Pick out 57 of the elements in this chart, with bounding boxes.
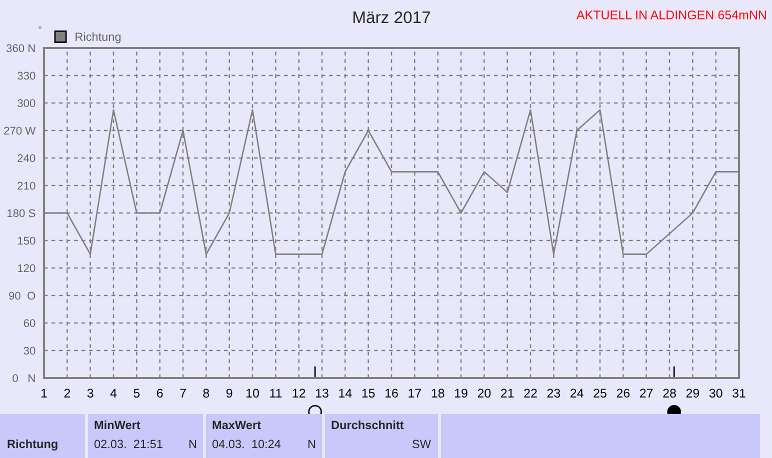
- x-tick-label: 9: [226, 388, 232, 398]
- x-tick-label: 29: [686, 388, 700, 398]
- y-tick-label: 0 N: [12, 374, 35, 382]
- text: Richtung: [8, 439, 58, 451]
- x-tick-label: 24: [570, 388, 584, 398]
- x-tick-label: 14: [339, 388, 352, 398]
- chart-title: März 2017: [354, 11, 430, 24]
- x-tick-label: 3: [87, 388, 94, 398]
- x-tick-label: 1: [41, 388, 47, 398]
- text: 02.03. 21:51: [94, 440, 162, 448]
- y-axis-title: °: [38, 26, 42, 29]
- y-tick-label: 30: [24, 346, 36, 355]
- x-tick-label: 2: [64, 388, 70, 398]
- y-tick-label: 150: [18, 236, 36, 245]
- y-tick-label: 360 N: [6, 44, 35, 52]
- x-tick-label: 21: [501, 388, 514, 398]
- text: AKTUELL IN ALDINGEN 654mNN: [576, 10, 766, 20]
- x-tick-label: 26: [616, 388, 630, 398]
- x-tick-label: 10: [246, 388, 259, 398]
- y-tick-label: 240: [18, 154, 36, 162]
- text: 04.03. 10:24: [212, 440, 281, 448]
- y-tick-label: 180 S: [7, 209, 36, 218]
- y-tick-label: 90 O: [9, 292, 36, 300]
- x-tick-label: 12: [292, 388, 306, 398]
- text: MinWert: [94, 420, 140, 430]
- y-tick-label: 120: [18, 264, 36, 272]
- x-tick-label: 25: [594, 388, 606, 398]
- x-tick-label: 15: [362, 388, 375, 398]
- x-tick-label: 6: [156, 388, 163, 398]
- x-tick-label: 19: [455, 388, 468, 398]
- x-tick-label: 31: [732, 388, 746, 398]
- x-tick-label: 28: [663, 388, 676, 398]
- y-tick-label: 300: [18, 99, 36, 108]
- legend-label: Richtung: [76, 32, 121, 44]
- y-tick-label: 210: [18, 182, 36, 190]
- text: MaxWert: [212, 420, 261, 430]
- text: Durchschnitt: [332, 420, 404, 430]
- x-tick-label: 7: [180, 388, 186, 398]
- x-tick-label: 23: [547, 388, 560, 398]
- x-tick-label: 8: [203, 388, 210, 398]
- x-tick-label: 20: [478, 388, 491, 398]
- x-tick-label: 17: [408, 388, 421, 398]
- text: SW: [412, 440, 431, 448]
- x-tick-label: 16: [386, 388, 398, 398]
- x-tick-label: 13: [316, 388, 328, 398]
- text: N: [308, 440, 316, 448]
- x-tick-label: 30: [709, 388, 722, 398]
- text: N: [189, 440, 196, 448]
- x-tick-label: 11: [270, 388, 282, 398]
- x-tick-label: 27: [640, 388, 653, 398]
- x-tick-label: 18: [432, 388, 444, 398]
- x-tick-label: 5: [134, 388, 140, 398]
- x-tick-label: 22: [524, 388, 537, 398]
- x-tick-label: 4: [110, 388, 117, 398]
- y-tick-label: 270 W: [4, 126, 36, 135]
- y-tick-label: 330: [18, 72, 36, 80]
- y-tick-label: 60: [24, 319, 36, 328]
